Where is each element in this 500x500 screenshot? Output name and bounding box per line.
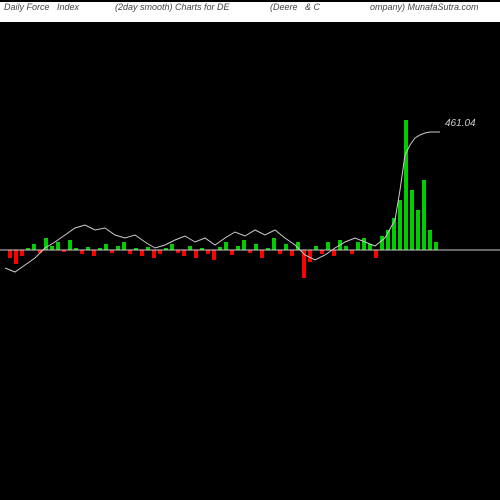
header-segment: & C bbox=[305, 2, 320, 12]
force-bar bbox=[422, 180, 426, 250]
force-bar bbox=[128, 250, 132, 254]
force-bar bbox=[290, 250, 294, 256]
force-bar bbox=[20, 250, 24, 256]
force-bar bbox=[230, 250, 234, 255]
force-bar bbox=[206, 250, 210, 254]
force-bar bbox=[380, 236, 384, 250]
force-bar bbox=[140, 250, 144, 256]
force-bar bbox=[32, 244, 36, 250]
force-bar bbox=[14, 250, 18, 264]
force-bar bbox=[320, 250, 324, 254]
header-segment: ompany) MunafaSutra.com bbox=[370, 2, 479, 12]
force-bar bbox=[374, 250, 378, 258]
force-bar bbox=[314, 246, 318, 250]
force-bar bbox=[278, 250, 282, 254]
force-bar bbox=[80, 250, 84, 254]
force-bar bbox=[68, 240, 72, 250]
force-bar bbox=[212, 250, 216, 260]
force-bar bbox=[116, 246, 120, 250]
chart-svg: 461.04 bbox=[0, 20, 500, 500]
chart-area: 461.04 bbox=[0, 20, 500, 500]
force-bar bbox=[182, 250, 186, 256]
force-bar bbox=[332, 250, 336, 256]
force-bar bbox=[224, 242, 228, 250]
force-bar bbox=[404, 120, 408, 250]
force-bar bbox=[188, 246, 192, 250]
force-bar bbox=[236, 246, 240, 250]
force-bar bbox=[104, 244, 108, 250]
force-bar bbox=[326, 242, 330, 250]
force-bar bbox=[428, 230, 432, 250]
force-bar bbox=[242, 240, 246, 250]
force-bar bbox=[344, 246, 348, 250]
force-bar bbox=[158, 250, 162, 254]
header-segment: (2day smooth) Charts for DE bbox=[115, 2, 230, 12]
force-bar bbox=[170, 244, 174, 250]
force-bar bbox=[308, 250, 312, 262]
force-bar bbox=[254, 244, 258, 250]
chart-header: Daily Force Index (2day smooth) Charts for… bbox=[0, 2, 500, 22]
force-bar bbox=[362, 238, 366, 250]
force-bar bbox=[152, 250, 156, 258]
price-label: 461.04 bbox=[445, 118, 476, 129]
force-bar bbox=[50, 246, 54, 250]
chart-container: Daily Force Index (2day smooth) Charts for… bbox=[0, 0, 500, 500]
force-bar bbox=[272, 238, 276, 250]
header-segment: (Deere bbox=[270, 2, 298, 12]
header-segment: Daily Force bbox=[4, 2, 50, 12]
force-bar bbox=[194, 250, 198, 258]
force-bar bbox=[416, 210, 420, 250]
force-bar bbox=[356, 242, 360, 250]
force-bar bbox=[260, 250, 264, 258]
force-bar bbox=[434, 242, 438, 250]
header-segment: Index bbox=[57, 2, 79, 12]
force-bar bbox=[398, 200, 402, 250]
force-bar bbox=[8, 250, 12, 258]
force-bar bbox=[350, 250, 354, 254]
force-bar bbox=[284, 244, 288, 250]
force-bar bbox=[410, 190, 414, 250]
force-bar bbox=[56, 242, 60, 250]
force-bar bbox=[122, 242, 126, 250]
force-bar bbox=[92, 250, 96, 256]
